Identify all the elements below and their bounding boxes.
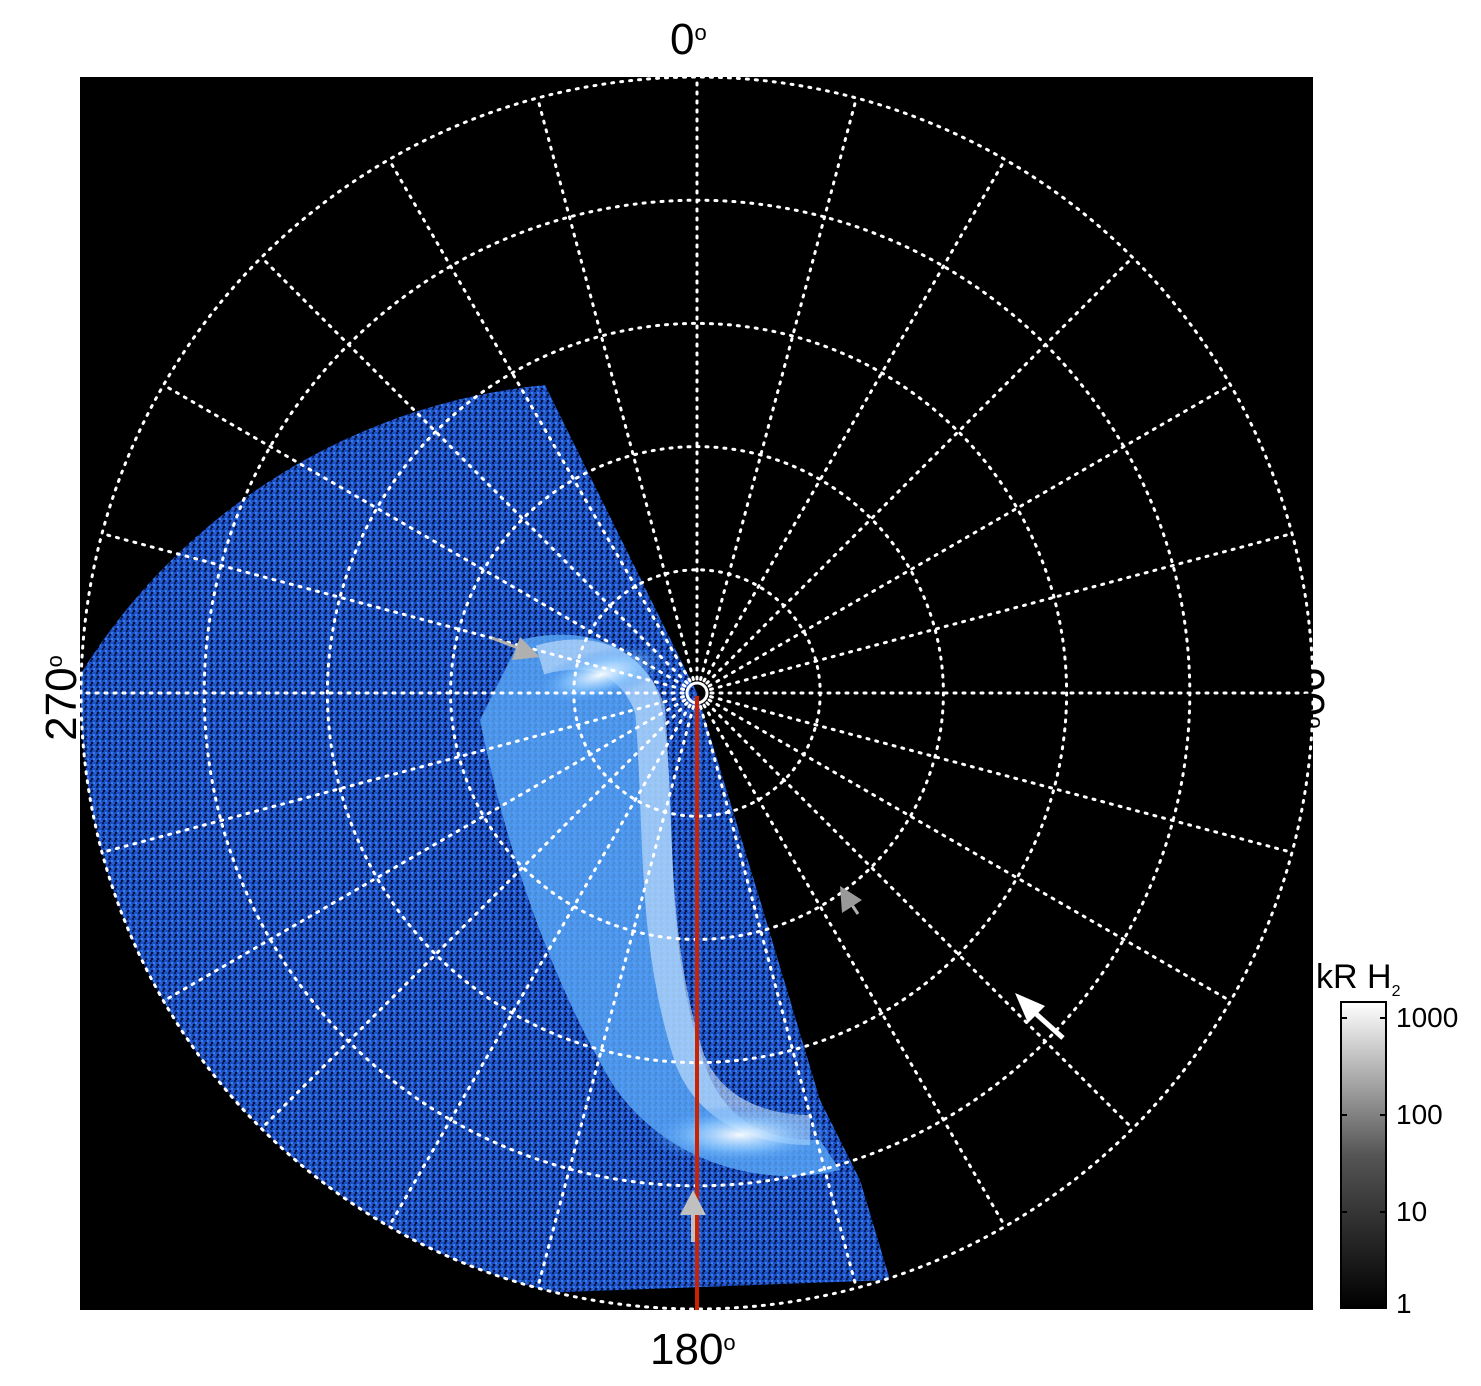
axis-label-0: 0o <box>670 15 707 64</box>
longitude-line <box>709 532 1294 691</box>
colorbar-tick-label: 10 <box>1396 1196 1428 1227</box>
emission-sector <box>81 385 890 1309</box>
colorbar-ticks <box>1341 1017 1386 1213</box>
colorbar-tick-label: 100 <box>1396 1099 1443 1130</box>
longitude-line <box>387 158 692 683</box>
longitude-line <box>705 255 1135 685</box>
latitude-circle <box>80 77 1313 1310</box>
colorbar-tick-label: 1 <box>1396 1288 1412 1319</box>
axis-label-270: 270o <box>37 655 86 741</box>
longitude-line <box>259 255 689 685</box>
white-arrow-lower-right <box>1015 993 1065 1040</box>
bright-emission-spot <box>645 1105 835 1165</box>
longitude-line <box>699 705 858 1290</box>
longitude-line <box>702 158 1007 683</box>
grey-arrow-upper-left <box>491 636 540 660</box>
longitude-line <box>536 705 695 1290</box>
longitude-line <box>536 96 695 681</box>
colorbar <box>1340 1001 1387 1309</box>
longitude-line <box>709 695 1294 854</box>
colorbar-tick-label: 1000 <box>1396 1002 1459 1033</box>
longitude-line <box>100 695 685 854</box>
axis-label-90: 90o <box>1284 667 1333 729</box>
axis-label-180: 180o <box>650 1325 736 1374</box>
longitude-line <box>702 703 1007 1228</box>
grey-arrow-bottom <box>680 1190 706 1242</box>
grey-arrow-lower-mid <box>840 886 862 915</box>
longitude-line <box>707 383 1232 688</box>
colorbar-title: kR H2 <box>1316 958 1401 1000</box>
latitude-circle <box>325 321 1069 1065</box>
longitude-line <box>387 703 692 1228</box>
longitude-line <box>162 698 687 1003</box>
longitude-line <box>699 96 858 681</box>
longitude-line <box>100 532 685 691</box>
longitude-line <box>162 383 687 688</box>
longitude-line <box>707 698 1232 1003</box>
longitude-line <box>705 701 1135 1131</box>
longitude-line <box>259 701 689 1131</box>
